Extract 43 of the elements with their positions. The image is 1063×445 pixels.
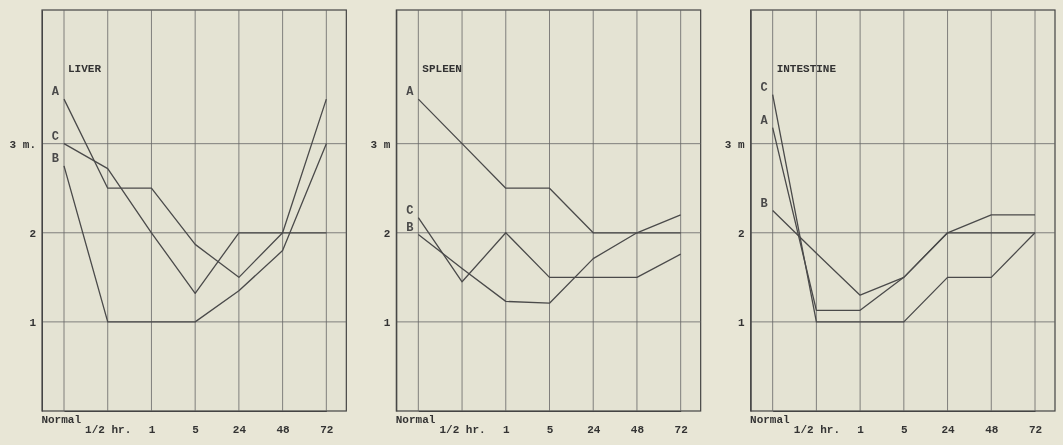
x-tick-label: 24 <box>232 423 247 436</box>
x-tick-label: 1/2 hr. <box>439 423 486 436</box>
y-tick-label: 1 <box>29 316 37 329</box>
x-tick-label: 48 <box>985 423 999 436</box>
x-tick-label: Normal <box>395 413 436 426</box>
text: SPLEEN <box>422 63 462 75</box>
x-tick-label: 1 <box>148 423 156 436</box>
x-tick-label: 5 <box>901 423 909 436</box>
x-tick-label: 5 <box>192 423 200 436</box>
text: INTESTINE <box>776 63 837 75</box>
x-tick-label: Normal <box>41 413 82 426</box>
y-tick-label: 3 m <box>724 138 746 151</box>
line-series <box>63 143 327 323</box>
x-tick-label: 72 <box>1028 423 1043 436</box>
x-tick-label: 1 <box>502 423 510 436</box>
x-tick-label: 48 <box>630 423 645 436</box>
x-tick-label: Normal <box>750 413 791 426</box>
y-tick-label: 3 m <box>370 138 391 151</box>
y-tick-label: 1 <box>738 316 746 329</box>
x-tick-label: 48 <box>276 423 291 436</box>
x-tick-label: 1/2 hr. <box>85 423 132 436</box>
y-tick-label: 3 m. <box>9 138 36 151</box>
series-label: B <box>760 196 768 211</box>
y-tick-label: 2 <box>29 227 36 240</box>
x-tick-label: 5 <box>546 423 554 436</box>
x-tick-label: 1 <box>857 423 865 436</box>
x-tick-label: 72 <box>674 423 688 436</box>
x-tick-label: 24 <box>587 423 601 436</box>
series-label: C <box>406 203 414 218</box>
y-tick-label: 2 <box>383 227 391 240</box>
series-label: B <box>51 151 59 166</box>
series-label: A <box>51 85 60 100</box>
series-label: B <box>406 220 414 235</box>
x-tick-label: 72 <box>320 423 334 436</box>
x-tick-label: 24 <box>941 423 956 436</box>
x-tick-label: 1/2 hr. <box>793 423 840 436</box>
series-label: C <box>51 129 59 144</box>
y-tick-label: 2 <box>738 227 745 240</box>
series-label: C <box>760 80 768 95</box>
series-label: A <box>406 85 415 100</box>
y-tick-label: 1 <box>383 316 391 329</box>
text: LIVER <box>68 63 102 75</box>
series-label: A <box>760 113 769 128</box>
